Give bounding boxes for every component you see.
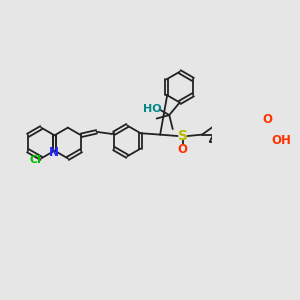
Text: N: N (49, 146, 59, 159)
Text: O: O (178, 143, 188, 156)
Text: Cl: Cl (30, 155, 42, 165)
Text: HO: HO (143, 104, 162, 114)
Text: S: S (178, 129, 188, 143)
Text: O: O (263, 113, 273, 127)
Text: OH: OH (271, 134, 291, 147)
